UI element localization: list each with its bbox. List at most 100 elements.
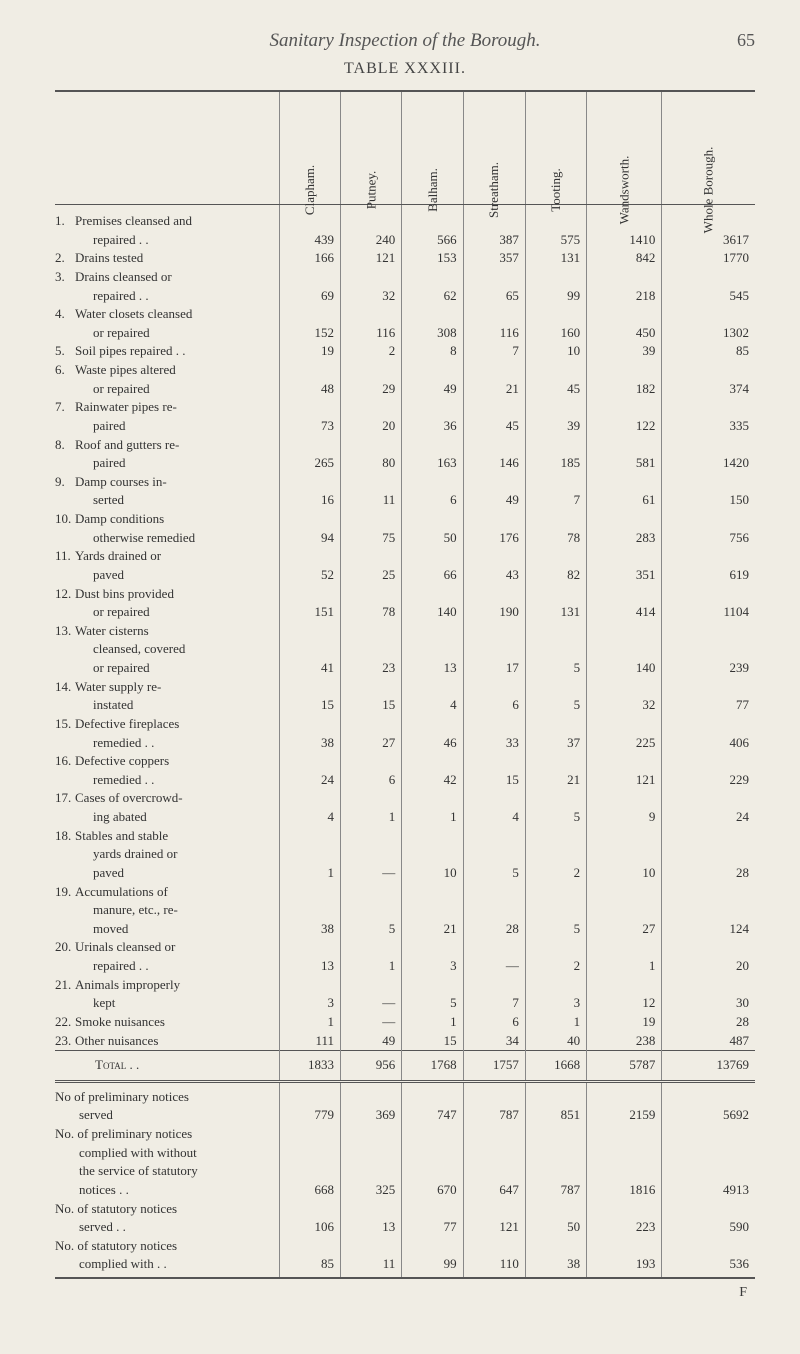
table-row: remedied . .3827463337225406	[55, 734, 755, 753]
data-cell	[279, 789, 340, 808]
data-cell: 450	[587, 324, 662, 343]
table-row: No. of statutory notices	[55, 1237, 755, 1256]
table-row: 8.Roof and gutters re-	[55, 436, 755, 455]
data-cell: 536	[662, 1255, 755, 1278]
data-cell	[279, 752, 340, 771]
data-cell: 69	[279, 287, 340, 306]
data-table: Clapham. Putney. Balham. Streatham. Toot…	[55, 90, 755, 1279]
data-cell: 17	[463, 659, 525, 678]
row-label-cell: yards drained or	[55, 845, 279, 864]
data-cell	[402, 1237, 463, 1256]
page-container: Sanitary Inspection of the Borough. 65 T…	[0, 0, 800, 1321]
data-cell	[662, 845, 755, 864]
data-cell	[662, 1144, 755, 1163]
data-cell: 5	[525, 696, 586, 715]
table-row: paved5225664382351619	[55, 566, 755, 585]
data-cell	[662, 752, 755, 771]
table-row: 9.Damp courses in-	[55, 473, 755, 492]
table-row: 16.Defective coppers	[55, 752, 755, 771]
data-cell	[463, 268, 525, 287]
data-cell: 21	[525, 771, 586, 790]
data-cell	[341, 976, 402, 995]
row-label-cell: No. of statutory notices	[55, 1237, 279, 1256]
data-cell	[402, 789, 463, 808]
data-cell	[279, 715, 340, 734]
row-label-cell: the service of statutory	[55, 1162, 279, 1181]
row-label-cell: 1.Premises cleansed and	[55, 205, 279, 231]
data-cell: 49	[463, 491, 525, 510]
data-cell	[463, 845, 525, 864]
data-cell: 575	[525, 231, 586, 250]
data-cell: 1	[402, 808, 463, 827]
data-cell: 12	[587, 994, 662, 1013]
data-cell	[279, 622, 340, 641]
data-cell	[279, 1144, 340, 1163]
data-cell: 5	[525, 920, 586, 939]
row-label-cell: complied with . .	[55, 1255, 279, 1278]
data-cell	[662, 883, 755, 902]
data-cell	[402, 1081, 463, 1106]
data-cell: 163	[402, 454, 463, 473]
table-header-row: Clapham. Putney. Balham. Streatham. Toot…	[55, 91, 755, 205]
data-cell	[402, 883, 463, 902]
data-cell: 152	[279, 324, 340, 343]
header-blank	[55, 91, 279, 205]
data-cell	[587, 1081, 662, 1106]
data-cell: 1816	[587, 1181, 662, 1200]
col-balham: Balham.	[402, 91, 463, 205]
table-row: yards drained or	[55, 845, 755, 864]
data-cell	[402, 976, 463, 995]
table-row: 14.Water supply re-	[55, 678, 755, 697]
data-cell	[662, 305, 755, 324]
row-label-cell: paired	[55, 417, 279, 436]
data-cell	[463, 547, 525, 566]
data-cell: 2159	[587, 1106, 662, 1125]
table-row: kept3—5731230	[55, 994, 755, 1013]
data-cell	[402, 827, 463, 846]
data-cell: 283	[587, 529, 662, 548]
table-row: or repaired1521163081161604501302	[55, 324, 755, 343]
data-cell: 62	[402, 287, 463, 306]
row-label-cell: 2.Drains tested	[55, 249, 279, 268]
data-cell: 82	[525, 566, 586, 585]
data-cell	[587, 361, 662, 380]
data-cell: 116	[341, 324, 402, 343]
data-cell: 48	[279, 380, 340, 399]
data-cell: 24	[662, 808, 755, 827]
data-cell: 7	[463, 342, 525, 361]
data-cell	[587, 827, 662, 846]
data-cell	[587, 305, 662, 324]
table-row: 1.Premises cleansed and	[55, 205, 755, 231]
data-cell	[525, 901, 586, 920]
data-cell	[525, 715, 586, 734]
data-cell	[463, 1162, 525, 1181]
data-cell	[279, 361, 340, 380]
data-cell	[402, 1144, 463, 1163]
table-row: 15.Defective fireplaces	[55, 715, 755, 734]
data-cell	[587, 789, 662, 808]
data-cell: 146	[463, 454, 525, 473]
data-cell	[525, 1200, 586, 1219]
data-cell: 325	[341, 1181, 402, 1200]
row-label-cell: or repaired	[55, 324, 279, 343]
data-cell: 33	[463, 734, 525, 753]
row-label-cell: otherwise remedied	[55, 529, 279, 548]
data-cell	[341, 715, 402, 734]
data-cell: 1	[279, 864, 340, 883]
data-cell	[279, 585, 340, 604]
data-cell	[341, 883, 402, 902]
row-label-cell: remedied . .	[55, 734, 279, 753]
data-cell: 1410	[587, 231, 662, 250]
data-cell	[341, 827, 402, 846]
data-cell: 1302	[662, 324, 755, 343]
data-cell	[662, 938, 755, 957]
data-cell: 590	[662, 1218, 755, 1237]
data-cell: 229	[662, 771, 755, 790]
row-label-cell: or repaired	[55, 603, 279, 622]
table-row: or repaired151781401901314141104	[55, 603, 755, 622]
data-cell: 30	[662, 994, 755, 1013]
data-cell	[341, 938, 402, 957]
data-cell: 50	[525, 1218, 586, 1237]
data-cell: 39	[525, 417, 586, 436]
data-cell	[402, 268, 463, 287]
